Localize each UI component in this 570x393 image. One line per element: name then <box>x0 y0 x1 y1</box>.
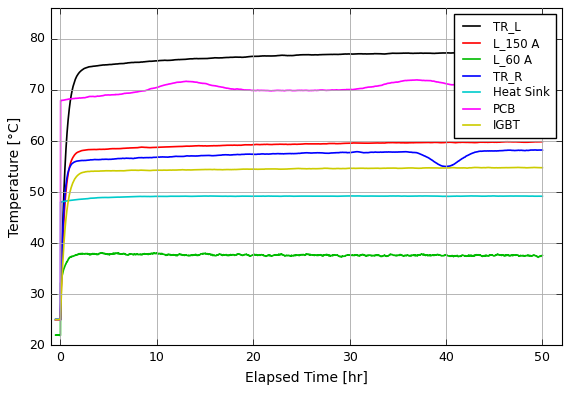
TR_L <box>344 51 351 56</box>
Line: TR_R: TR_R <box>56 150 543 320</box>
TR_R <box>539 148 546 152</box>
Y-axis label: Temperature [°C]: Temperature [°C] <box>9 117 22 237</box>
TR_L <box>238 55 245 60</box>
PCB <box>413 77 420 82</box>
TR_R <box>344 150 351 155</box>
L_60 A <box>56 333 63 338</box>
Heat Sink <box>141 194 148 199</box>
Heat Sink <box>369 194 376 198</box>
Heat Sink <box>238 194 245 198</box>
L_60 A <box>453 253 459 258</box>
IGBT <box>344 166 351 171</box>
IGBT <box>52 318 59 322</box>
TR_L <box>55 317 62 322</box>
PCB <box>416 78 422 83</box>
L_60 A <box>52 333 59 338</box>
TR_R <box>532 147 539 152</box>
TR_L <box>416 51 422 55</box>
PCB <box>539 87 546 92</box>
IGBT <box>238 167 245 171</box>
L_150 A <box>238 143 245 147</box>
PCB <box>369 84 376 89</box>
TR_L <box>453 50 459 55</box>
TR_L <box>141 59 148 64</box>
Heat Sink <box>453 194 459 198</box>
TR_L <box>369 51 376 56</box>
TR_R <box>141 155 148 160</box>
PCB <box>344 87 351 92</box>
PCB <box>453 83 459 88</box>
Line: Heat Sink: Heat Sink <box>56 196 543 320</box>
L_60 A <box>369 253 376 258</box>
L_150 A <box>453 140 459 145</box>
L_150 A <box>141 145 148 150</box>
L_60 A <box>416 252 422 257</box>
L_150 A <box>53 318 60 322</box>
IGBT <box>453 165 459 170</box>
Line: TR_L: TR_L <box>56 52 543 320</box>
PCB <box>141 88 148 93</box>
IGBT <box>369 166 376 171</box>
L_150 A <box>539 140 546 144</box>
L_60 A <box>539 253 546 258</box>
Heat Sink <box>344 194 351 198</box>
L_60 A <box>344 253 351 257</box>
IGBT <box>141 168 148 173</box>
TR_R <box>52 317 59 322</box>
Heat Sink <box>52 317 59 322</box>
L_150 A <box>416 140 422 145</box>
IGBT <box>52 318 59 322</box>
IGBT <box>515 165 522 170</box>
PCB <box>56 318 63 322</box>
IGBT <box>539 165 546 170</box>
TR_L <box>539 50 546 55</box>
Line: L_60 A: L_60 A <box>56 253 543 336</box>
PCB <box>238 87 245 92</box>
Heat Sink <box>55 317 62 322</box>
Legend: TR_L, L_150 A, L_60 A, TR_R, Heat Sink, PCB, IGBT: TR_L, L_150 A, L_60 A, TR_R, Heat Sink, … <box>454 14 556 138</box>
IGBT <box>416 166 422 171</box>
L_150 A <box>504 140 511 144</box>
TR_R <box>453 160 459 165</box>
TR_R <box>369 150 376 154</box>
TR_L <box>531 50 538 55</box>
TR_R <box>238 152 245 157</box>
TR_R <box>52 317 59 322</box>
L_60 A <box>98 250 105 255</box>
Line: L_150 A: L_150 A <box>56 142 543 320</box>
Heat Sink <box>416 194 422 198</box>
X-axis label: Elapsed Time [hr]: Elapsed Time [hr] <box>245 371 368 385</box>
L_150 A <box>52 318 59 322</box>
Heat Sink <box>539 194 546 198</box>
Line: IGBT: IGBT <box>56 167 543 320</box>
Line: PCB: PCB <box>56 80 543 320</box>
L_150 A <box>344 141 351 146</box>
TR_R <box>416 151 422 156</box>
TR_L <box>52 317 59 322</box>
PCB <box>52 318 59 322</box>
L_150 A <box>369 141 376 145</box>
Heat Sink <box>424 193 430 198</box>
L_60 A <box>141 252 148 256</box>
L_60 A <box>238 253 245 257</box>
